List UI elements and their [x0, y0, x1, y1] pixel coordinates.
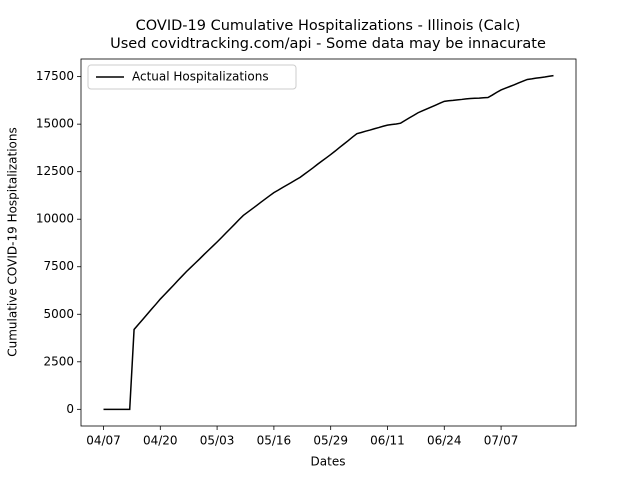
- x-tick-label: 06/24: [427, 434, 462, 448]
- data-line: [103, 74, 554, 411]
- plot-frame: [80, 58, 577, 427]
- legend-label: Actual Hospitalizations: [132, 70, 269, 84]
- x-tick-label: 05/16: [257, 434, 292, 448]
- y-tick-label: 15000: [36, 117, 74, 131]
- chart-title: COVID-19 Cumulative Hospitalizations - I…: [136, 18, 521, 34]
- x-axis-label: Dates: [311, 455, 346, 469]
- x-tick-label: 05/29: [313, 434, 348, 448]
- x-tick-label: 07/07: [484, 434, 519, 448]
- y-tick-label: 10000: [36, 212, 74, 226]
- x-tick-label: 04/20: [143, 434, 178, 448]
- y-tick-label: 2500: [43, 354, 74, 368]
- y-tick-label: 0: [66, 402, 74, 416]
- y-tick-label: 7500: [43, 259, 74, 273]
- y-tick-label: 12500: [36, 164, 74, 178]
- x-tick-label: 06/11: [370, 434, 405, 448]
- chart-subtitle: Used covidtracking.com/api - Some data m…: [110, 36, 546, 52]
- legend-box: [87, 64, 297, 90]
- y-tick-label: 5000: [43, 307, 74, 321]
- y-tick-label: 17500: [36, 69, 74, 83]
- x-tick-label: 05/03: [200, 434, 235, 448]
- y-axis-label: Cumulative COVID-19 Hospitalizations: [6, 127, 20, 357]
- x-tick-label: 04/07: [86, 434, 121, 448]
